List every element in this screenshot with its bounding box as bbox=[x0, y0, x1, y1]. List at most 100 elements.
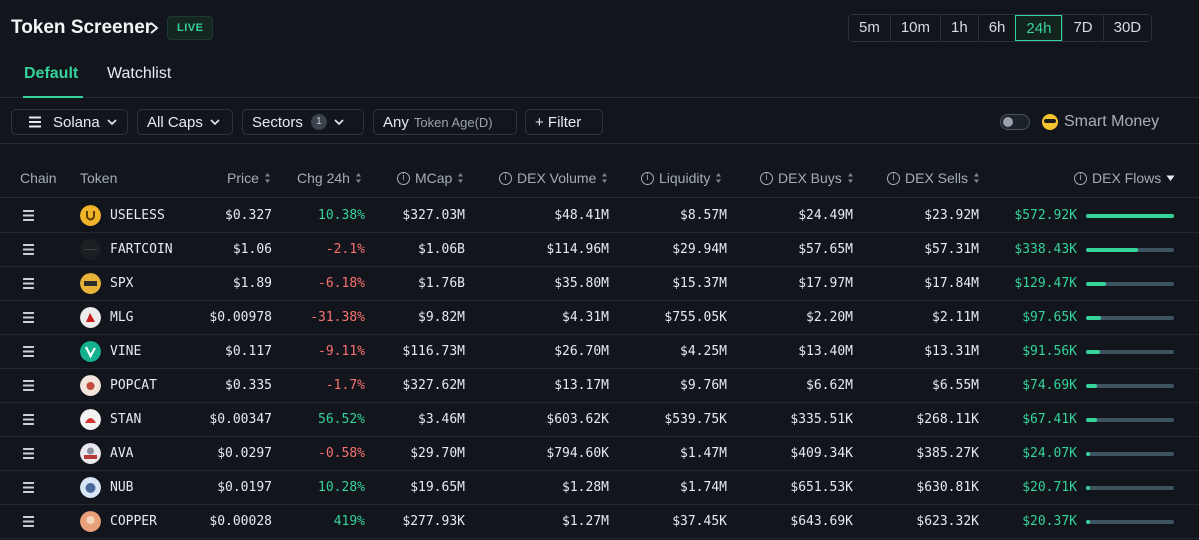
col-dex-buys[interactable]: i DEX Buys bbox=[760, 170, 854, 186]
tab-default[interactable]: Default bbox=[24, 65, 79, 82]
dex-flow-bar bbox=[1086, 214, 1174, 218]
chevron-down-icon bbox=[107, 119, 117, 126]
sectors-select[interactable]: Sectors 1 bbox=[242, 109, 364, 135]
chain-select-label: Solana bbox=[53, 113, 100, 131]
info-icon: i bbox=[499, 171, 512, 185]
timeframe-24h[interactable]: 24h bbox=[1015, 15, 1063, 41]
dex-buys-cell: $17.97M bbox=[798, 276, 853, 291]
token-name[interactable]: USELESS bbox=[110, 208, 165, 223]
col-dex-sells[interactable]: i DEX Sells bbox=[887, 170, 980, 186]
toggle-knob bbox=[1003, 117, 1013, 127]
caps-select[interactable]: All Caps bbox=[137, 109, 233, 135]
col-dex-flows[interactable]: i DEX Flows bbox=[1074, 170, 1175, 186]
col-dex-volume[interactable]: i DEX Volume bbox=[499, 170, 608, 186]
table-row[interactable]: FARTCOIN $1.06 -2.1% $1.06B $114.96M $29.94M $… bbox=[0, 233, 1199, 267]
table-row[interactable]: VINE $0.117 -9.11% $116.73M $26.70M $4.25M $13… bbox=[0, 335, 1199, 369]
add-filter-button[interactable]: + Filter bbox=[525, 109, 603, 135]
solana-icon bbox=[29, 116, 41, 128]
change-24h-cell: 10.38% bbox=[318, 208, 365, 223]
timeframe-10m[interactable]: 10m bbox=[889, 15, 940, 41]
token-name[interactable]: FARTCOIN bbox=[110, 242, 173, 257]
chevron-down-icon bbox=[334, 119, 344, 126]
mcap-cell: $1.76B bbox=[418, 276, 465, 291]
filter-bar: Solana All Caps Sectors 1 Any Token Age(… bbox=[0, 98, 1199, 144]
dex-flow-bar-fill bbox=[1086, 520, 1090, 524]
token-name[interactable]: STAN bbox=[110, 412, 142, 427]
solana-icon bbox=[23, 380, 34, 391]
token-name[interactable]: COPPER bbox=[110, 514, 157, 529]
table-row[interactable]: MLG $0.00978 -31.38% $9.82M $4.31M $755.05K $2… bbox=[0, 301, 1199, 335]
chain-select[interactable]: Solana bbox=[11, 109, 128, 135]
table-row[interactable]: POPCAT $0.335 -1.7% $327.62M $13.17M $9.76M $6… bbox=[0, 369, 1199, 403]
ava-token-icon bbox=[80, 443, 101, 464]
sort-icon bbox=[847, 173, 853, 183]
smart-money-toggle[interactable] bbox=[1000, 114, 1030, 130]
vine-token-icon bbox=[80, 341, 101, 362]
table-row[interactable]: NUB $0.0197 10.28% $19.65M $1.28M $1.74M $651.… bbox=[0, 471, 1199, 505]
col-chg-24h[interactable]: Chg 24h bbox=[297, 170, 362, 186]
mcap-cell: $327.03M bbox=[402, 208, 465, 223]
info-icon: i bbox=[1074, 171, 1087, 185]
dex-flow-bar bbox=[1086, 248, 1174, 252]
token-name[interactable]: SPX bbox=[110, 276, 134, 291]
dex-flow-bar-fill bbox=[1086, 418, 1097, 422]
liquidity-cell: $37.45K bbox=[672, 514, 727, 529]
col-mcap[interactable]: i MCap bbox=[397, 170, 464, 186]
dex-volume-cell: $603.62K bbox=[546, 412, 609, 427]
liquidity-cell: $755.05K bbox=[664, 310, 727, 325]
dex-sells-cell: $385.27K bbox=[916, 446, 979, 461]
token-name[interactable]: AVA bbox=[110, 446, 134, 461]
table-row[interactable]: USELESS $0.327 10.38% $327.03M $48.41M $8.57M… bbox=[0, 199, 1199, 233]
sort-icon bbox=[264, 173, 270, 183]
change-24h-cell: 56.52% bbox=[318, 412, 365, 427]
table-row[interactable]: STAN $0.00347 56.52% $3.46M $603.62K $539.75K… bbox=[0, 403, 1199, 437]
dex-flow-bar bbox=[1086, 520, 1174, 524]
dex-flow-bar bbox=[1086, 486, 1174, 490]
change-24h-cell: 10.28% bbox=[318, 480, 365, 495]
dex-buys-cell: $335.51K bbox=[790, 412, 853, 427]
tab-watchlist[interactable]: Watchlist bbox=[107, 65, 172, 82]
table-row[interactable]: SPX $1.89 -6.18% $1.76B $35.80M $15.37M $17.97… bbox=[0, 267, 1199, 301]
dex-flow-bar bbox=[1086, 418, 1174, 422]
col-liquidity[interactable]: i Liquidity bbox=[641, 170, 722, 186]
price-cell: $0.327 bbox=[225, 208, 272, 223]
page-title[interactable]: Token Screener bbox=[11, 17, 153, 38]
dex-buys-cell: $57.65M bbox=[798, 242, 853, 257]
dex-flow-bar-fill bbox=[1086, 486, 1090, 490]
chevron-right-icon[interactable] bbox=[148, 20, 160, 36]
timeframe-7d[interactable]: 7D bbox=[1062, 15, 1102, 41]
dex-volume-cell: $26.70M bbox=[554, 344, 609, 359]
price-cell: $0.0197 bbox=[217, 480, 272, 495]
token-name[interactable]: NUB bbox=[110, 480, 134, 495]
dex-flows-cell: $338.43K bbox=[1014, 242, 1077, 257]
token-age-input[interactable]: Any Token Age(D) bbox=[373, 109, 517, 135]
mcap-cell: $1.06B bbox=[418, 242, 465, 257]
price-cell: $0.00347 bbox=[209, 412, 272, 427]
price-cell: $0.00028 bbox=[209, 514, 272, 529]
dex-flows-cell: $129.47K bbox=[1014, 276, 1077, 291]
dex-sells-cell: $623.32K bbox=[916, 514, 979, 529]
table-row[interactable]: COPPER $0.00028 419% $277.93K $1.27M $37.45K $… bbox=[0, 505, 1199, 539]
token-age-value: Any bbox=[383, 113, 409, 131]
chevron-down-icon bbox=[210, 119, 220, 126]
dex-flow-bar-fill bbox=[1086, 452, 1090, 456]
dex-flows-cell: $20.71K bbox=[1022, 480, 1077, 495]
timeframe-5m[interactable]: 5m bbox=[859, 19, 880, 36]
timeframe-6h[interactable]: 6h bbox=[977, 15, 1016, 41]
table-row[interactable]: AVA $0.0297 -0.58% $29.70M $794.60K $1.47M $40… bbox=[0, 437, 1199, 471]
col-price[interactable]: Price bbox=[227, 170, 271, 186]
timeframe-30d[interactable]: 30D bbox=[1102, 15, 1152, 41]
live-badge: LIVE bbox=[167, 16, 214, 40]
mcap-cell: $116.73M bbox=[402, 344, 465, 359]
sunglasses-icon bbox=[1042, 114, 1058, 130]
dex-flows-cell: $97.65K bbox=[1022, 310, 1077, 325]
token-name[interactable]: POPCAT bbox=[110, 378, 157, 393]
token-name[interactable]: MLG bbox=[110, 310, 134, 325]
dex-sells-cell: $57.31M bbox=[924, 242, 979, 257]
dex-flow-bar bbox=[1086, 384, 1174, 388]
dex-flows-cell: $74.69K bbox=[1022, 378, 1077, 393]
mcap-cell: $3.46M bbox=[418, 412, 465, 427]
smart-money-label[interactable]: Smart Money bbox=[1064, 113, 1160, 130]
token-name[interactable]: VINE bbox=[110, 344, 142, 359]
timeframe-1h[interactable]: 1h bbox=[940, 15, 978, 41]
